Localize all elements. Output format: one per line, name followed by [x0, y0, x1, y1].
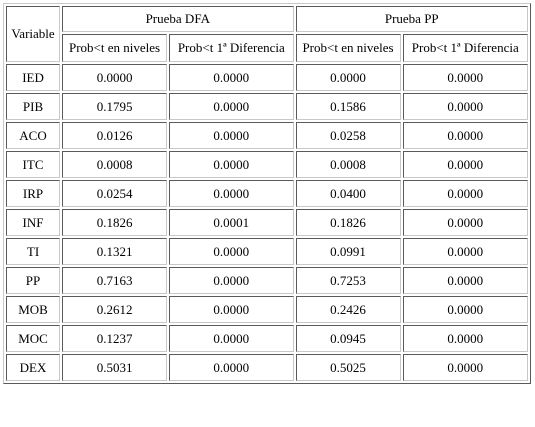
variable-cell: DEX — [6, 354, 61, 381]
dfa-levels-cell: 0.0254 — [62, 180, 168, 207]
dfa-group-header: Prueba DFA — [62, 6, 294, 32]
dfa-levels-cell: 0.0008 — [62, 151, 168, 178]
pp-levels-cell: 0.0400 — [295, 180, 401, 207]
pp-levels-cell: 0.7253 — [295, 267, 401, 294]
dfa-diff-header: Prob<t 1ª Diferencia — [169, 34, 294, 62]
pp-levels-cell: 0.5025 — [295, 354, 401, 381]
dfa-diff-cell: 0.0000 — [169, 354, 294, 381]
pp-diff-cell: 0.0000 — [402, 238, 528, 265]
variable-cell: ACO — [6, 122, 61, 149]
pp-diff-cell: 0.0000 — [402, 296, 528, 323]
dfa-levels-cell: 0.1795 — [62, 93, 168, 120]
dfa-levels-cell: 0.1826 — [62, 209, 168, 236]
dfa-levels-cell: 0.5031 — [62, 354, 168, 381]
unit-root-table: Variable Prueba DFA Prueba PP Prob<t en … — [3, 3, 531, 384]
table-row: TI 0.1321 0.0000 0.0991 0.0000 — [6, 238, 528, 265]
dfa-diff-cell: 0.0000 — [169, 325, 294, 352]
pp-levels-cell: 0.1826 — [295, 209, 401, 236]
pp-levels-cell: 0.1586 — [295, 93, 401, 120]
pp-levels-cell: 0.0258 — [295, 122, 401, 149]
dfa-levels-cell: 0.2612 — [62, 296, 168, 323]
dfa-diff-cell: 0.0000 — [169, 238, 294, 265]
variable-cell: IED — [6, 64, 61, 91]
pp-levels-cell: 0.0008 — [295, 151, 401, 178]
variable-cell: PP — [6, 267, 61, 294]
pp-levels-cell: 0.2426 — [295, 296, 401, 323]
dfa-diff-cell: 0.0000 — [169, 93, 294, 120]
dfa-levels-cell: 0.0126 — [62, 122, 168, 149]
table-row: INF 0.1826 0.0001 0.1826 0.0000 — [6, 209, 528, 236]
dfa-diff-cell: 0.0000 — [169, 296, 294, 323]
pp-diff-cell: 0.0000 — [402, 325, 528, 352]
dfa-diff-cell: 0.0000 — [169, 122, 294, 149]
table-row: IED 0.0000 0.0000 0.0000 0.0000 — [6, 64, 528, 91]
variable-cell: PIB — [6, 93, 61, 120]
variable-cell: MOB — [6, 296, 61, 323]
variable-cell: TI — [6, 238, 61, 265]
pp-diff-cell: 0.0000 — [402, 151, 528, 178]
variable-cell: IRP — [6, 180, 61, 207]
pp-diff-cell: 0.0000 — [402, 64, 528, 91]
dfa-diff-cell: 0.0000 — [169, 267, 294, 294]
pp-diff-cell: 0.0000 — [402, 180, 528, 207]
pp-levels-cell: 0.0991 — [295, 238, 401, 265]
dfa-levels-cell: 0.1321 — [62, 238, 168, 265]
table-row: IRP 0.0254 0.0000 0.0400 0.0000 — [6, 180, 528, 207]
dfa-levels-header: Prob<t en niveles — [62, 34, 168, 62]
pp-diff-cell: 0.0000 — [402, 122, 528, 149]
dfa-levels-cell: 0.7163 — [62, 267, 168, 294]
pp-levels-header: Prob<t en niveles — [295, 34, 401, 62]
pp-diff-cell: 0.0000 — [402, 354, 528, 381]
dfa-diff-cell: 0.0001 — [169, 209, 294, 236]
table-row: PP 0.7163 0.0000 0.7253 0.0000 — [6, 267, 528, 294]
table-row: ACO 0.0126 0.0000 0.0258 0.0000 — [6, 122, 528, 149]
pp-levels-cell: 0.0000 — [295, 64, 401, 91]
table-body: IED 0.0000 0.0000 0.0000 0.0000 PIB 0.17… — [6, 64, 528, 381]
variable-header: Variable — [6, 6, 61, 62]
table-row: DEX 0.5031 0.0000 0.5025 0.0000 — [6, 354, 528, 381]
variable-cell: ITC — [6, 151, 61, 178]
pp-diff-header: Prob<t 1ª Diferencia — [402, 34, 528, 62]
dfa-diff-cell: 0.0000 — [169, 64, 294, 91]
table-row: ITC 0.0008 0.0000 0.0008 0.0000 — [6, 151, 528, 178]
pp-diff-cell: 0.0000 — [402, 93, 528, 120]
dfa-levels-cell: 0.0000 — [62, 64, 168, 91]
table-row: MOB 0.2612 0.0000 0.2426 0.0000 — [6, 296, 528, 323]
pp-diff-cell: 0.0000 — [402, 267, 528, 294]
variable-cell: MOC — [6, 325, 61, 352]
table-row: MOC 0.1237 0.0000 0.0945 0.0000 — [6, 325, 528, 352]
dfa-diff-cell: 0.0000 — [169, 151, 294, 178]
pp-levels-cell: 0.0945 — [295, 325, 401, 352]
pp-group-header: Prueba PP — [295, 6, 528, 32]
pp-diff-cell: 0.0000 — [402, 209, 528, 236]
dfa-levels-cell: 0.1237 — [62, 325, 168, 352]
table-row: PIB 0.1795 0.0000 0.1586 0.0000 — [6, 93, 528, 120]
variable-cell: INF — [6, 209, 61, 236]
dfa-diff-cell: 0.0000 — [169, 180, 294, 207]
